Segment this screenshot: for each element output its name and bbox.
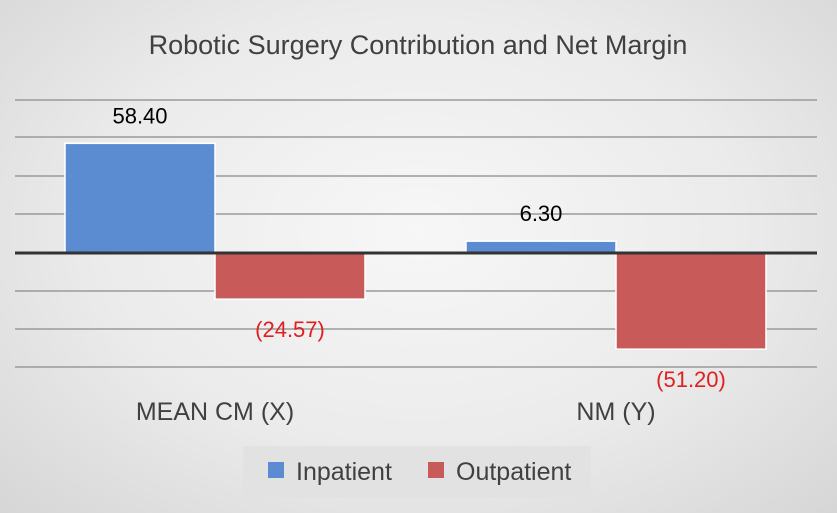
legend-label-inpatient: Inpatient — [296, 458, 392, 486]
data-label: 6.30 — [520, 201, 563, 226]
bars — [64, 142, 767, 350]
legend-label-outpatient: Outpatient — [456, 458, 571, 486]
chart-title: Robotic Surgery Contribution and Net Mar… — [149, 30, 688, 60]
bar-inpatient-2 — [465, 240, 617, 254]
legend-swatch-inpatient — [268, 462, 284, 478]
bar-inpatient-1 — [64, 142, 216, 254]
legend-box — [243, 446, 591, 498]
legend-swatch-outpatient — [428, 462, 444, 478]
category-label: MEAN CM (X) — [136, 398, 294, 426]
bar-outpatient-2 — [615, 252, 767, 350]
data-label: (51.20) — [656, 367, 726, 392]
data-label: (24.57) — [255, 317, 325, 342]
data-labels: 58.40 6.30 (24.57) (51.20) — [112, 103, 725, 392]
category-labels: MEAN CM (X) NM (Y) — [136, 398, 656, 426]
data-label: 58.40 — [112, 103, 167, 128]
legend: Inpatient Outpatient — [243, 446, 591, 498]
category-label: NM (Y) — [576, 398, 655, 426]
bar-outpatient-1 — [214, 252, 366, 300]
